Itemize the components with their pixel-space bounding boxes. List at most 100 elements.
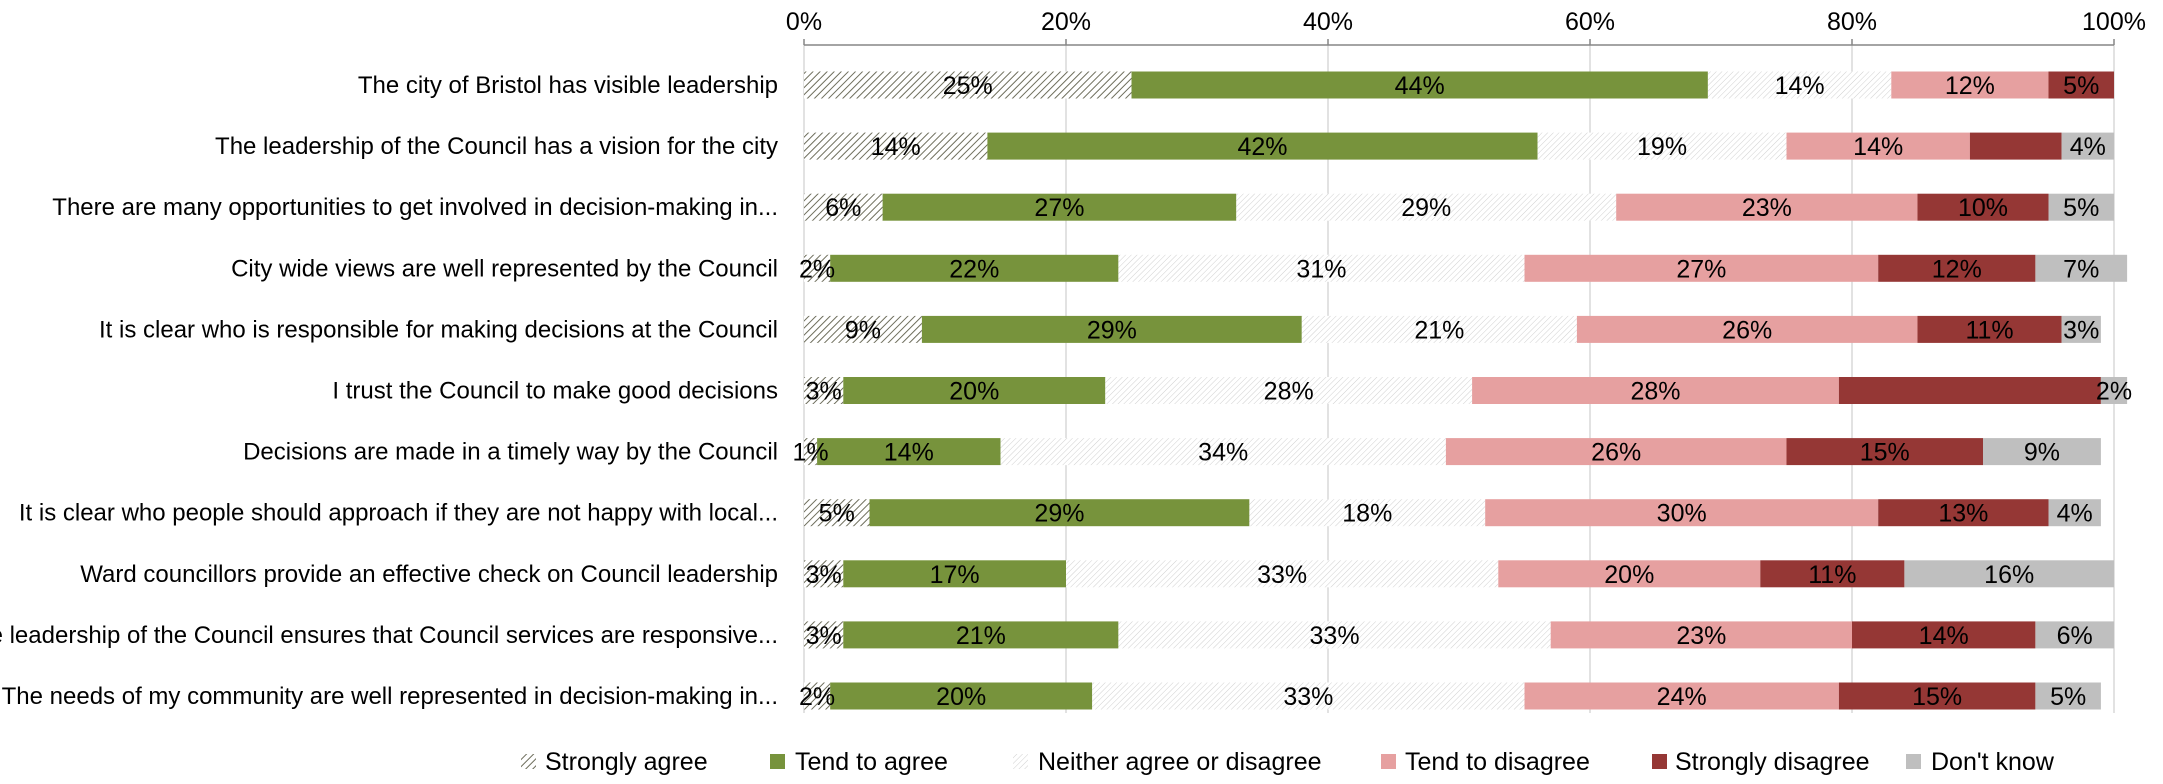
bar-neither-agree-or-disagree [1236,193,1617,221]
data-label: 22% [949,255,999,283]
bar-strongly-agree [804,621,844,649]
data-label: 7% [2063,255,2099,283]
data-label: 3% [806,622,842,650]
data-label: 14% [1919,622,1969,650]
data-label: 14% [871,133,921,161]
category-label: I trust the Council to make good decisio… [332,378,778,405]
data-label: 28% [1264,378,1314,406]
data-label: 26% [1722,316,1772,344]
bar-strongly-agree [804,193,883,221]
data-label: 20% [1604,561,1654,589]
bar-tend-to-agree [882,193,1237,221]
data-label: 16% [1984,561,2034,589]
x-tick-label: 20% [1041,8,1091,36]
bar-strongly-disagree [2048,71,2114,99]
legend-label-tend-to-disagree: Tend to disagree [1405,748,1590,776]
data-label: 14% [1775,72,1825,100]
bar-tend-to-disagree [1550,621,1852,649]
bars [804,71,2128,710]
data-label: 2% [2096,378,2132,406]
legend-label-tend-to-agree: Tend to agree [795,748,948,776]
data-label: 33% [1283,683,1333,711]
bar-strongly-agree [804,315,922,343]
data-label: 10% [1958,194,2008,222]
data-label: 5% [2063,72,2099,100]
x-axis-ticks: 0% 20% 40% 60% 80% 100% [786,8,2146,46]
bar-tend-to-agree [830,254,1119,282]
x-tick-label: 100% [2082,8,2146,36]
category-label: Decisions are made in a timely way by th… [243,439,778,466]
bar-strongly-agree [804,132,988,160]
data-label: 28% [1630,378,1680,406]
legend-swatch-tend-to-agree [770,754,785,769]
data-label: 33% [1257,561,1307,589]
bar-tend-to-agree [817,438,1001,466]
x-tick-label: 60% [1565,8,1615,36]
data-label: 4% [2057,500,2093,528]
data-label: 6% [825,194,861,222]
bar-tend-to-disagree [1472,377,1839,404]
data-label: 15% [1912,683,1962,711]
bar-strongly-disagree [1838,682,2036,710]
bar-tend-to-disagree [1524,682,1839,710]
data-label: 18% [1342,500,1392,528]
bar-tend-to-disagree [1891,71,2049,99]
x-tick-label: 40% [1303,8,1353,36]
data-label: 23% [1742,194,1792,222]
data-label: 27% [1676,255,1726,283]
bar-don-t-know [2061,132,2114,160]
data-label: 9% [845,316,881,344]
bar-strongly-disagree [1917,315,2062,343]
bar-strongly-disagree [1878,254,2036,282]
bar-neither-agree-or-disagree [1092,682,1525,710]
bar-neither-agree-or-disagree [1105,377,1473,404]
data-label: 5% [819,500,855,528]
bar-strongly-disagree [1760,560,1905,588]
bar-neither-agree-or-disagree [1066,560,1499,588]
bar-don-t-know [2061,315,2101,343]
data-label: 14% [884,439,934,467]
category-label: The city of Bristol has visible leadersh… [358,72,778,99]
data-label: 9% [2024,439,2060,467]
data-label: 3% [2063,316,2099,344]
data-label: 31% [1296,255,1346,283]
bar-tend-to-disagree [1524,254,1879,282]
data-label: 20% [949,378,999,406]
data-label: 13% [1938,500,1988,528]
data-label: 6% [2057,622,2093,650]
bar-neither-agree-or-disagree [1537,132,1787,160]
bar-don-t-know [2035,254,2128,282]
data-label: 21% [956,622,1006,650]
data-label: 23% [1676,622,1726,650]
bar-don-t-know [2100,377,2128,404]
data-label: 15% [1860,439,1910,467]
data-label: 5% [2063,194,2099,222]
bar-tend-to-disagree [1616,193,1918,221]
data-label: 5% [2050,683,2086,711]
x-tick-label: 80% [1827,8,1877,36]
bar-tend-to-agree [843,621,1119,649]
bar-strongly-agree [804,438,818,466]
legend: Strongly agree Tend to agree Neither agree… [521,748,2055,776]
data-label: 1% [792,439,828,467]
data-labels: 25% 44% 14% 12% 5% 14% 42% 19% 14% 4% 6% 27% 29% 23% 1… [792,72,2132,711]
legend-label-strongly-agree: Strongly agree [545,748,708,776]
legend-swatch-strongly-agree [521,754,536,769]
data-label: 14% [1853,133,1903,161]
bar-tend-to-agree [1131,71,1708,99]
bar-strongly-agree [804,682,831,710]
data-label: 4% [2070,133,2106,161]
bar-neither-agree-or-disagree [1249,499,1486,527]
data-label: 27% [1034,194,1084,222]
data-label: 21% [1414,316,1464,344]
bar-don-t-know [2035,682,2101,710]
category-label: It is clear who is responsible for makin… [99,316,778,343]
bar-don-t-know [1983,438,2101,466]
bar-tend-to-disagree [1786,132,1970,160]
legend-swatch-don-t-know [1906,754,1921,769]
legend-label-don-t-know: Don't know [1931,748,2055,776]
data-label: 26% [1591,439,1641,467]
data-label: 11% [1808,561,1856,589]
bar-tend-to-agree [987,132,1538,160]
